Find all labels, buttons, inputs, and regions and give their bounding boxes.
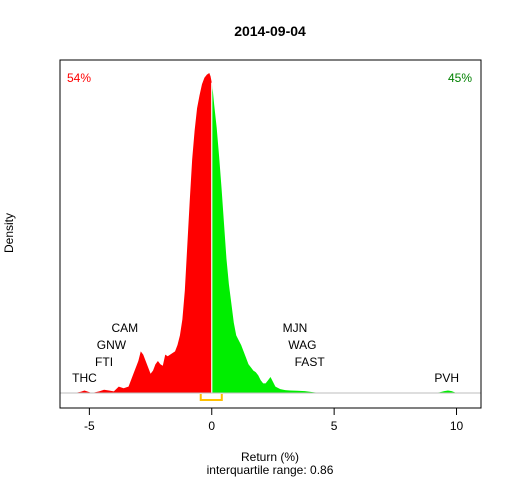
ticker-label: WAG — [288, 338, 316, 352]
ticker-label: MJN — [283, 321, 308, 335]
x-tick-label: 0 — [208, 419, 215, 433]
positive-density-area — [211, 82, 481, 393]
x-tick-label: -5 — [84, 419, 95, 433]
ticker-annotations: THC FTI GNW CAM FAST WAG MJN PVH — [72, 321, 459, 385]
ticker-label: PVH — [434, 371, 459, 385]
negative-share-label: 54% — [67, 71, 91, 85]
iqr-bracket — [199, 394, 223, 401]
ticker-label: FTI — [95, 355, 113, 369]
y-axis-label: Density — [2, 213, 16, 253]
ticker-label: GNW — [97, 338, 127, 352]
x-axis: -5 0 5 10 — [84, 408, 464, 433]
x-tick-label: 10 — [450, 419, 464, 433]
iqr-caption: interquartile range: 0.86 — [207, 463, 334, 477]
x-tick-label: 5 — [331, 419, 338, 433]
density-layer — [60, 73, 481, 401]
positive-share-label: 45% — [448, 71, 472, 85]
ticker-label: CAM — [112, 321, 139, 335]
x-axis-label: Return (%) — [241, 450, 299, 464]
chart-title: 2014-09-04 — [234, 23, 306, 39]
ticker-label: THC — [72, 371, 97, 385]
ticker-label: FAST — [295, 355, 326, 369]
plot-frame — [59, 59, 482, 409]
negative-density-area — [60, 73, 212, 393]
